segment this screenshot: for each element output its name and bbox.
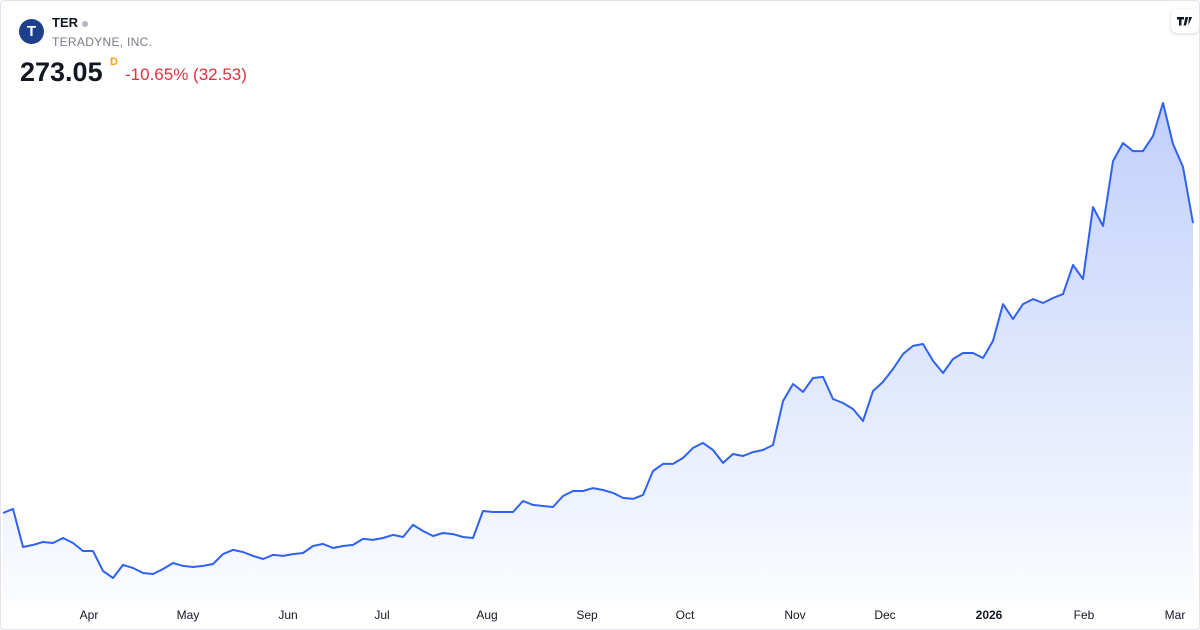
tv-icon bbox=[1177, 17, 1193, 26]
symbol[interactable]: TER bbox=[52, 15, 78, 30]
price-line bbox=[2, 102, 1194, 579]
interval: D bbox=[110, 56, 118, 68]
x-tick-label: Jul bbox=[374, 608, 389, 622]
symbol-row: TER bbox=[52, 15, 88, 30]
last-price: 273.05 bbox=[20, 57, 103, 87]
x-tick-label: 2026 bbox=[976, 608, 1003, 622]
price-change: -10.65% (32.53) bbox=[125, 65, 247, 84]
tradingview-logo[interactable] bbox=[1171, 9, 1199, 33]
x-tick-label: May bbox=[177, 608, 200, 622]
logo: T bbox=[19, 19, 44, 44]
x-tick-label: Sep bbox=[576, 608, 598, 622]
x-tick-label: Jun bbox=[278, 608, 297, 622]
x-tick-label: Oct bbox=[676, 608, 695, 622]
status-dot bbox=[82, 20, 88, 27]
company-name: TERADYNE, INC. bbox=[52, 35, 153, 49]
x-tick-label: Feb bbox=[1074, 608, 1095, 622]
x-tick-label: Nov bbox=[784, 608, 805, 622]
area-fill bbox=[3, 103, 1193, 601]
x-tick-label: Dec bbox=[874, 608, 895, 622]
x-tick-label: Apr bbox=[80, 608, 99, 622]
x-tick-label: Aug bbox=[476, 608, 497, 622]
x-tick-label: Mar bbox=[1165, 608, 1186, 622]
